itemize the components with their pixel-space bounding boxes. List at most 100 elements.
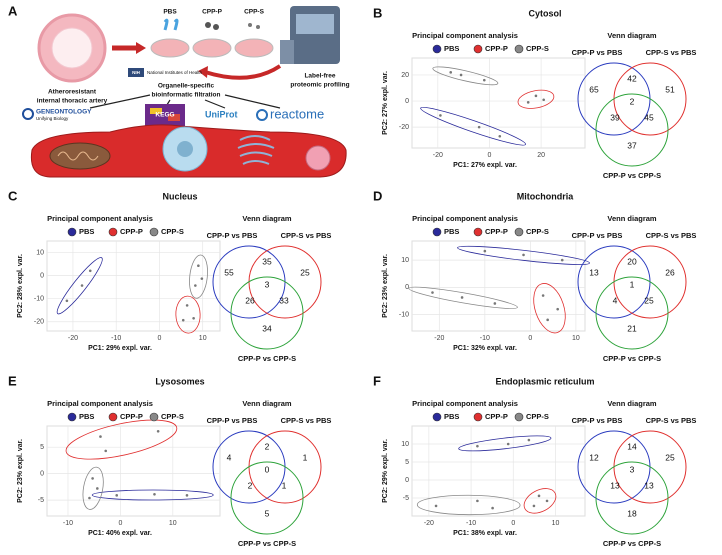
legend-marker bbox=[432, 44, 442, 54]
chart-subtitle: Principal component analysis bbox=[412, 399, 518, 408]
set-label: CPP-P vs CPP-S bbox=[238, 539, 296, 548]
mass-spectrometer bbox=[296, 14, 334, 34]
panel-title: Cytosol bbox=[528, 8, 561, 18]
point bbox=[431, 291, 434, 294]
y-tick-label: 0 bbox=[405, 98, 409, 105]
chart-subtitle: Venn diagram bbox=[607, 31, 657, 40]
y-axis-label: PC2: 23% expl. var. bbox=[382, 254, 389, 318]
point bbox=[477, 125, 481, 129]
legend-label: PBS bbox=[444, 227, 459, 236]
plot-area bbox=[46, 425, 221, 517]
legend-label: PBS bbox=[444, 412, 459, 421]
x-tick-label: -20 bbox=[424, 520, 434, 527]
venn-circle bbox=[230, 276, 304, 350]
point bbox=[556, 307, 559, 311]
point bbox=[483, 249, 487, 253]
set-label: CPP-S vs PBS bbox=[646, 231, 697, 240]
region-count: 37 bbox=[627, 140, 637, 150]
confidence-ellipse bbox=[432, 66, 499, 86]
region-count: 39 bbox=[610, 112, 620, 122]
profiling-label: proteomic profiling bbox=[290, 82, 349, 89]
profiling-label: Label-free bbox=[304, 73, 335, 80]
kegg-logo bbox=[168, 114, 180, 121]
confidence-ellipse bbox=[523, 488, 557, 514]
y-tick-label: 20 bbox=[401, 72, 409, 79]
confidence-ellipse bbox=[91, 489, 214, 501]
mitochondrion bbox=[49, 142, 111, 170]
region-count: 35 bbox=[262, 256, 272, 266]
panel: D Mitochondria Principal component analysi… bbox=[373, 188, 696, 363]
point bbox=[88, 269, 92, 273]
point bbox=[527, 438, 531, 442]
region-count: 13 bbox=[610, 480, 620, 490]
x-tick-label: -10 bbox=[111, 335, 121, 342]
kegg-logo bbox=[150, 108, 162, 114]
point bbox=[104, 449, 108, 453]
panel-letter: F bbox=[373, 373, 381, 388]
filtration-label: bioinformatic filtration bbox=[152, 92, 221, 99]
region-count: 13 bbox=[644, 480, 654, 490]
region-count: 65 bbox=[589, 84, 599, 94]
point bbox=[482, 78, 486, 82]
confidence-ellipse bbox=[458, 435, 552, 452]
legend-label: CPP-P bbox=[485, 44, 508, 53]
panel-letter: E bbox=[8, 373, 17, 388]
point bbox=[80, 284, 84, 287]
region-count: 1 bbox=[282, 480, 287, 490]
legend-label: CPP-P bbox=[485, 227, 508, 236]
set-label: CPP-P vs PBS bbox=[572, 416, 623, 425]
plot-area bbox=[46, 240, 221, 332]
panel-title: Lysosomes bbox=[155, 376, 204, 386]
group-label: CPP-P bbox=[202, 9, 223, 16]
region-count: 25 bbox=[665, 452, 675, 462]
point bbox=[439, 114, 442, 117]
legend-marker bbox=[514, 44, 524, 54]
region-count: 42 bbox=[627, 73, 637, 83]
x-tick-label: 10 bbox=[199, 335, 207, 342]
database: GENEONTOLOGY bbox=[36, 109, 92, 116]
region-count: 3 bbox=[265, 279, 270, 289]
x-axis-label: PC1: 27% expl. var. bbox=[453, 162, 517, 169]
region-count: 3 bbox=[630, 464, 635, 474]
set-label: CPP-P vs CPP-S bbox=[603, 171, 661, 180]
artery-lumen bbox=[51, 27, 93, 69]
point bbox=[546, 318, 549, 322]
nih-logo bbox=[128, 68, 144, 77]
region-count: 1 bbox=[630, 279, 635, 289]
region-count: 1 bbox=[303, 452, 308, 462]
point bbox=[194, 284, 197, 287]
group-label: PBS bbox=[163, 9, 177, 16]
legend-marker bbox=[514, 412, 524, 422]
confidence-ellipse bbox=[189, 254, 208, 299]
chart-subtitle: Venn diagram bbox=[242, 399, 292, 408]
point bbox=[534, 94, 538, 98]
legend-marker bbox=[432, 412, 442, 422]
point bbox=[460, 296, 464, 299]
y-tick-label: 10 bbox=[401, 257, 409, 264]
region-count: 12 bbox=[589, 452, 599, 462]
point bbox=[153, 492, 156, 496]
region-count: 4 bbox=[227, 452, 232, 462]
y-tick-label: -10 bbox=[399, 311, 409, 318]
endoplasmic-reticulum bbox=[237, 135, 275, 165]
confidence-ellipse bbox=[65, 419, 178, 460]
confidence-ellipse bbox=[533, 283, 566, 334]
chart-subtitle: Principal component analysis bbox=[47, 399, 153, 408]
legend-label: PBS bbox=[79, 412, 94, 421]
set-label: CPP-P vs CPP-S bbox=[238, 354, 296, 363]
panel: C Nucleus Principal component analysis -20 -… bbox=[8, 188, 331, 363]
particles bbox=[205, 22, 211, 28]
arrow bbox=[136, 42, 146, 54]
chart-subtitle: Principal component analysis bbox=[47, 214, 153, 223]
point bbox=[476, 499, 479, 503]
legend-label: PBS bbox=[79, 227, 94, 236]
region-count: 0 bbox=[265, 464, 270, 474]
y-tick-label: 0 bbox=[405, 477, 409, 484]
chart-subtitle: Principal component analysis bbox=[412, 214, 518, 223]
point bbox=[192, 317, 195, 320]
panel-title: Mitochondria bbox=[517, 191, 574, 201]
panel-letter: D bbox=[373, 188, 382, 203]
point bbox=[459, 73, 463, 77]
region-count: 20 bbox=[627, 256, 637, 266]
panel: E Lysosomes Principal component analysis -1… bbox=[8, 373, 331, 548]
